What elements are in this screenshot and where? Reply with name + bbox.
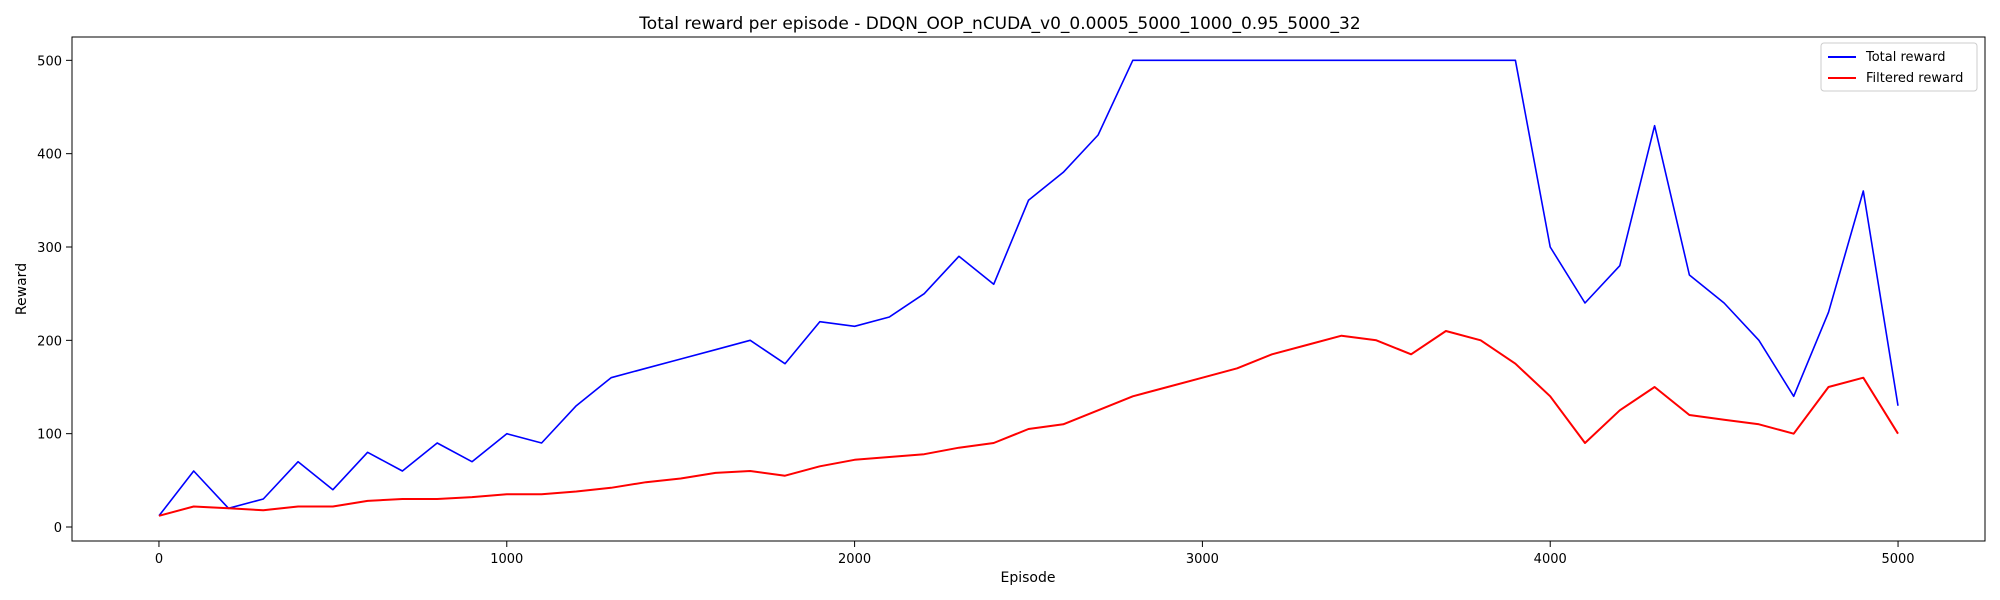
legend-total: Total reward (1865, 50, 1946, 65)
y-tick-label: 500 (37, 54, 62, 69)
chart-title: Total reward per episode - DDQN_OOP_nCUD… (638, 14, 1360, 34)
y-axis-label: Reward (14, 263, 30, 315)
x-tick-label: 4000 (1534, 552, 1567, 567)
series-layer (158, 59, 1899, 517)
y-tick-label: 400 (37, 148, 62, 163)
series-line-total-reward (158, 59, 1899, 517)
series-line-filtered-reward (158, 330, 1899, 517)
y-tick-label: 100 (37, 428, 62, 443)
y-tick-label: 0 (54, 521, 62, 536)
x-tick-label: 3000 (1186, 552, 1219, 567)
legend-filtered: Filtered reward (1866, 71, 1963, 86)
legend-box (1820, 42, 1978, 92)
x-tick-label: 0 (155, 552, 163, 567)
y-tick-label: 300 (37, 241, 62, 256)
x-axis-label: Episode (1001, 570, 1056, 586)
x-tick-label: 2000 (838, 552, 871, 567)
x-tick-label: 1000 (490, 552, 523, 567)
x-tick-label: 5000 (1881, 552, 1914, 567)
legend: Total reward Filtered reward (1820, 42, 1978, 92)
plot-frame (71, 36, 1986, 542)
y-tick-label: 200 (37, 334, 62, 349)
y-axis: 0 100 200 300 400 500 (37, 54, 72, 536)
x-axis: 0 1000 2000 3000 4000 5000 (155, 541, 1915, 567)
